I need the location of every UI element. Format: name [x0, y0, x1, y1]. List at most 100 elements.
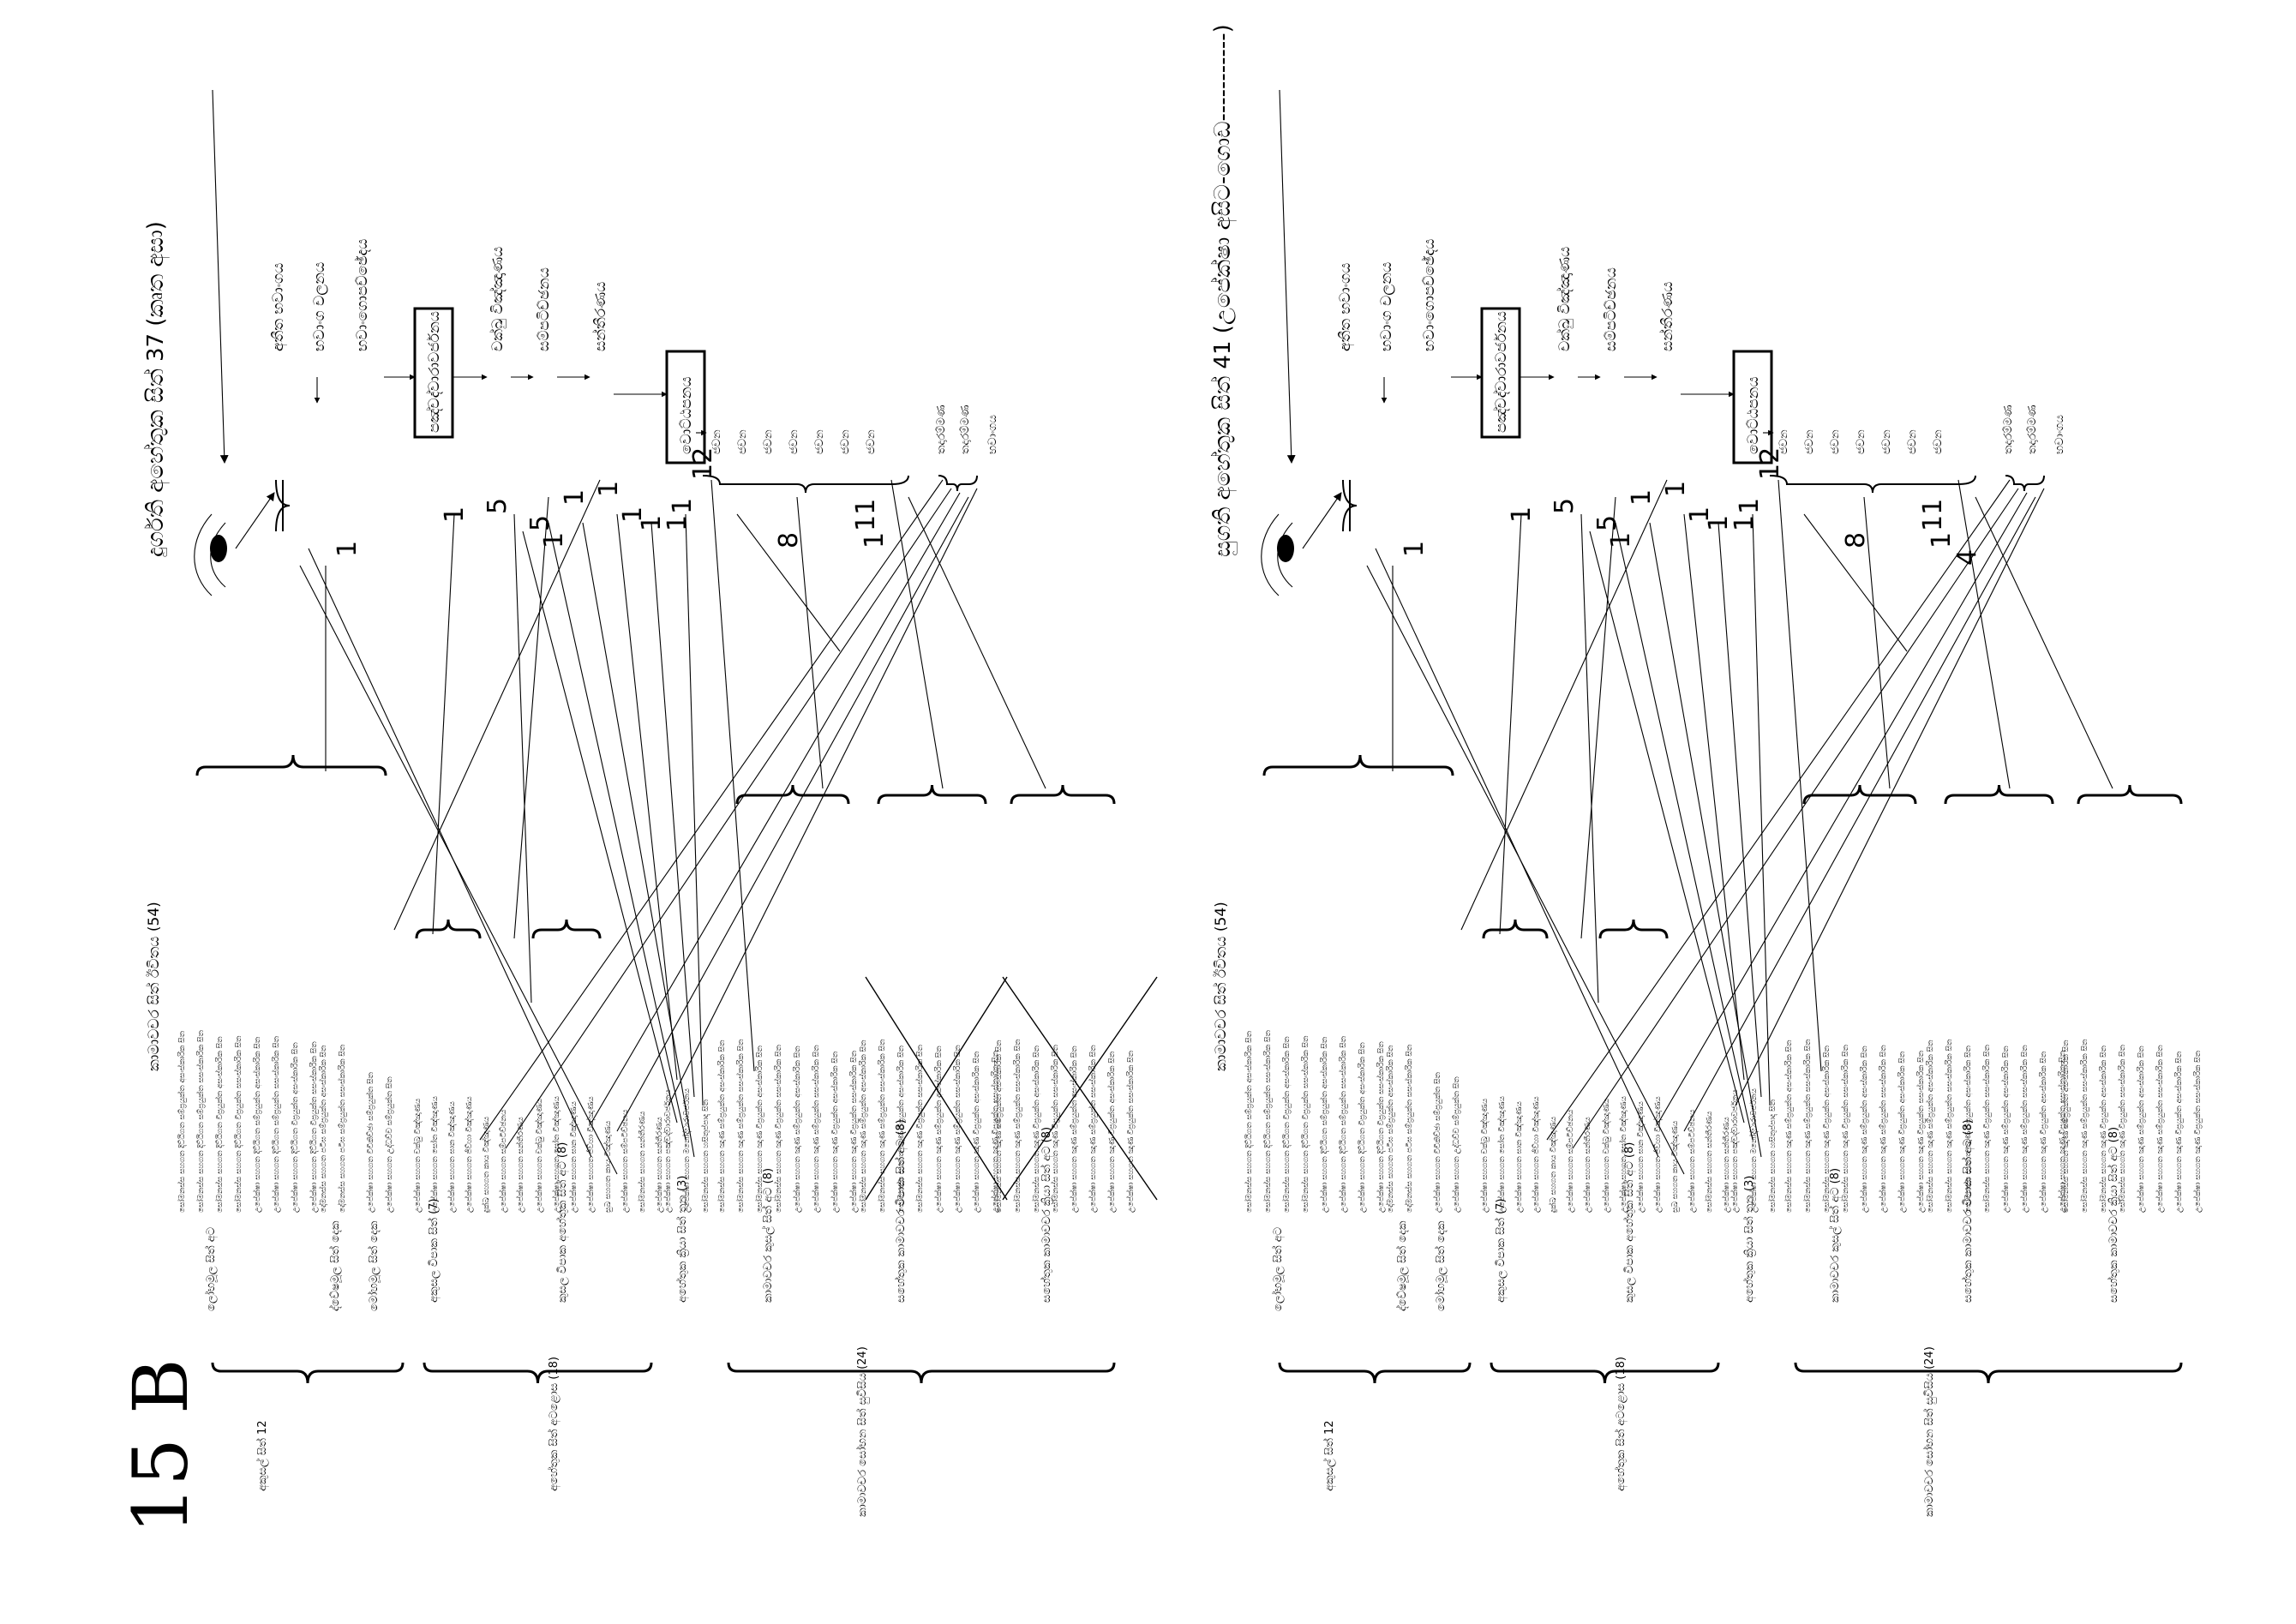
- citta-line: උපේක්ෂා සහගත සම්පටිච්ඡනය: [1688, 1109, 1697, 1213]
- citta-line: උපේක්ෂා සහගත සන්තීරණය: [516, 1117, 525, 1213]
- citta-line: උපේක්ෂා සහගත දිට්ඨිගත සම්ප්‍රයුක්ත අසංස්…: [1320, 1036, 1329, 1213]
- diagram-durgati: දුර්ගති අහේතුක සිත් 37 (කෘත අසා) අතීත භවා…: [143, 89, 1158, 1517]
- citta-line: උපේක්ෂා සහගත ඝාන විඤ්ඤාණය: [1636, 1101, 1646, 1213]
- group-akusala-title: අකුසල් සිත් 12: [1322, 1420, 1336, 1491]
- step-count: 1: [668, 498, 698, 514]
- process-votthapana: වොට්ඨපනය: [678, 376, 695, 454]
- diagram-heading: දුර්ගති අහේතුක සිත් 37 (කෘත අසා): [143, 221, 170, 557]
- process-javana: ජවන: [1906, 429, 1919, 454]
- connector-line: [522, 530, 678, 1124]
- group-sobhana-title: කාමාවචර සෝභන සිත් සුවිසිය (24): [1922, 1346, 1936, 1517]
- citta-line: උපේක්ෂා සහගත දිට්ඨිගත සම්ප්‍රයුක්ත සසංස්…: [272, 1035, 281, 1213]
- process-santirana: සන්තීරණය: [1659, 282, 1676, 351]
- citta-line: සෝමනස්ස සහගත සන්තීරණය: [638, 1111, 647, 1213]
- connector-line: [513, 513, 532, 1004]
- brace-category: [1794, 1362, 2183, 1384]
- brace-tadarammana: [938, 475, 978, 492]
- group-ahetuka-title: අහේතුක සිත් අටළොස (18): [1614, 1357, 1628, 1491]
- citta-line: සෝමනස්ස සහගත හසිතුප්පාද සිත: [701, 1099, 710, 1213]
- group-akusala-vipaka: අකුසල විපාක සිත් (7): [427, 1198, 441, 1303]
- step-count: 1: [1729, 515, 1759, 531]
- connector-line: [505, 488, 952, 1149]
- citta-line: උපේක්ෂා සහගත දිට්ඨිගත සම්ප්‍රයුක්ත අසංස්…: [253, 1036, 262, 1213]
- eye-curve: [210, 522, 226, 588]
- citta-line: සෝමනස්ස සහගත දිට්ඨිගත විප්‍රයුක්ත සසංස්ක…: [234, 1035, 243, 1213]
- citta-line: සෝමනස්ස සහගත ඤාණ සම්ප්‍රයුක්ත අසංස්කාරික…: [717, 1040, 727, 1213]
- citta-line: දෝමනස්ස සහගත පටිඝ සම්ප්‍රයුක්ත අසංස්කාරි…: [319, 1045, 328, 1213]
- connector-line: [479, 479, 944, 1141]
- citta-line: උපේක්ෂා සහගත ජිව්හා විඤ්ඤාණය: [465, 1096, 474, 1213]
- step-count: 1: [333, 541, 363, 557]
- brace-javana: [702, 475, 909, 494]
- citta-line: උපේක්ෂා සහගත චක්ඛු විඤ්ඤාණය: [535, 1098, 544, 1213]
- connector-line: [1649, 522, 1762, 1158]
- citta-line: උපේක්ෂා සහගත දිට්ඨිගත සම්ප්‍රයුක්ත සසංස්…: [1339, 1035, 1348, 1213]
- citta-line: උපේක්ෂා සහගත ඤාණ විප්‍රයුක්ත සසංස්කාරික …: [2058, 1050, 2067, 1213]
- connector-line: [1975, 496, 2113, 789]
- group-moha: මෝහමූල සිත් දෙක: [367, 1220, 381, 1311]
- process-santirana: සන්තීරණය: [592, 282, 609, 351]
- process-javana: ජවන: [1829, 429, 1842, 454]
- brace-category: [211, 1362, 405, 1384]
- process-atita-bhavanga: අතීත භවාංගය: [270, 263, 288, 351]
- box-votthapana: [665, 350, 706, 464]
- process-pancadvaravajjana: පඤ්චද්වාරාවර්ජනය: [1493, 311, 1510, 433]
- citta-line: උපේක්ෂා සහගත ඤාණ සම්ප්‍රයුක්ත අසංස්කාරික…: [793, 1046, 802, 1213]
- citta-line: සෝමනස්ස සහගත හසිතුප්පාද සිත: [1768, 1099, 1777, 1213]
- citta-line: සුඛ සහගත කාය විඤ්ඤාණය: [603, 1120, 613, 1213]
- process-javana: ජවන: [865, 429, 878, 454]
- citta-line: සෝමනස්ස සහගත ඤාණ විප්‍රයුක්ත සසංස්කාරික …: [915, 1045, 925, 1213]
- eye-pupil: [1277, 535, 1294, 562]
- citta-line: උපේක්ෂා සහගත ඝාන විඤ්ඤාණය: [569, 1101, 578, 1213]
- citta-line: සෝමනස්ස සහගත ඤාණ සම්ප්‍රයුක්ත අසංස්කාරික…: [994, 1040, 1004, 1213]
- citta-line: උපේක්ෂා සහගත දිට්ඨිගත විප්‍රයුක්ත අසංස්ක…: [291, 1042, 300, 1213]
- group-sobhana-title: කාමාවචර සෝභන සිත් සුවිසිය (24): [855, 1346, 869, 1517]
- group-lobha: ලෝභමූල සිත් අට: [204, 1227, 218, 1311]
- diagram-sugati: සුගති අහේතුක සිත් 41 (උපේක්ෂා අසිට-ගොඩ--…: [1210, 24, 2203, 1517]
- connector-line: [1580, 496, 1616, 939]
- connector-line: [1752, 513, 1771, 1106]
- eye-lid: [194, 513, 213, 596]
- citta-line: උපේක්ෂා සහගත ඤාණ විප්‍රයුක්ත සසංස්කාරික …: [849, 1050, 859, 1213]
- step-count: 1: [618, 506, 648, 523]
- process-cakkhu-vinnana: චක්ඛු විඤ්ඤාණය: [489, 247, 507, 351]
- brace-group: [1802, 784, 1917, 805]
- citta-line: උපේක්ෂා සහගත සෝත විඤ්ඤාණය: [1619, 1096, 1628, 1213]
- group-akusala-vipaka: අකුසල විපාක සිත් (7): [1494, 1198, 1508, 1303]
- citta-line: උපේක්ෂා සහගත මනෝද්වාරාවර්ජනය: [1749, 1088, 1759, 1213]
- citta-line: සෝමනස්ස සහගත ඤාණ සම්ප්‍රයුක්ත අසංස්කාරික…: [1926, 1040, 1935, 1213]
- connector-line: [1718, 522, 1762, 1098]
- citta-line: සෝමනස්ස සහගත ඤාණ විප්‍රයුක්ත සසංස්කාරික …: [774, 1045, 783, 1213]
- brace-category: [1278, 1362, 1472, 1384]
- process-javana: ජවන: [1880, 429, 1893, 454]
- citta-line: උපේක්ෂා සහගත උද්ධච්ච සම්ප්‍රයුක්ත සිත: [1452, 1076, 1461, 1213]
- step-count: 1: [1927, 532, 1957, 548]
- brace-group: [531, 919, 602, 939]
- process-tadarammana: තදාරම්මණ: [935, 405, 948, 454]
- citta-line: උපේක්ෂා සහගත ඤාණ සම්ප්‍රයුක්ත සසංස්කාරික…: [2020, 1045, 2029, 1213]
- brace-group: [1010, 784, 1116, 805]
- eye-icon: [194, 492, 275, 596]
- citta-line: සෝමනස්ස සහගත දිට්ඨිගත සම්ප්‍රයුක්ත අසංස්…: [177, 1030, 187, 1213]
- step-count: 1: [1606, 532, 1636, 548]
- citta-line: උපේක්ෂා සහගත සෝත විඤ්ඤාණය: [430, 1096, 440, 1213]
- brace-category: [727, 1362, 1116, 1384]
- brace-kamavacara: [195, 754, 387, 776]
- kamavacara-title: කාමාවචර සිත් ඊවිතය (54): [146, 902, 163, 1071]
- connector-line: [668, 488, 978, 1106]
- eye-arrow: [1302, 492, 1342, 549]
- step-count: 1: [1661, 481, 1691, 497]
- citta-line: දුක්ඛ සහගත කාය විඤ්ඤාණය: [1549, 1116, 1558, 1213]
- citta-line: සෝමනස්ස සහගත ඤාණ සම්ප්‍රයුක්ත අසංස්කාරික…: [859, 1040, 868, 1213]
- citta-line: සෝමනස්ස සහගත ඤාණ විප්‍රයුක්ත සසංස්කාරික …: [1051, 1045, 1060, 1213]
- brace-javana: [1769, 475, 1976, 494]
- citta-line: උපේක්ෂා සහගත ඤාණ විප්‍රයුක්ත සසංස්කාරික …: [1916, 1050, 1926, 1213]
- citta-line: උපේක්ෂා සහගත ජිව්හා විඤ්ඤාණය: [1532, 1096, 1541, 1213]
- connector-line: [1499, 513, 1522, 935]
- arrow-in: [212, 89, 229, 464]
- connector-line: [1580, 513, 1599, 1004]
- connector-line: [1777, 479, 1822, 1072]
- process-tadarammana: තදාරම්මණ: [2026, 405, 2039, 454]
- connector-line: [616, 513, 678, 1081]
- process-javana: ජවන: [710, 429, 723, 454]
